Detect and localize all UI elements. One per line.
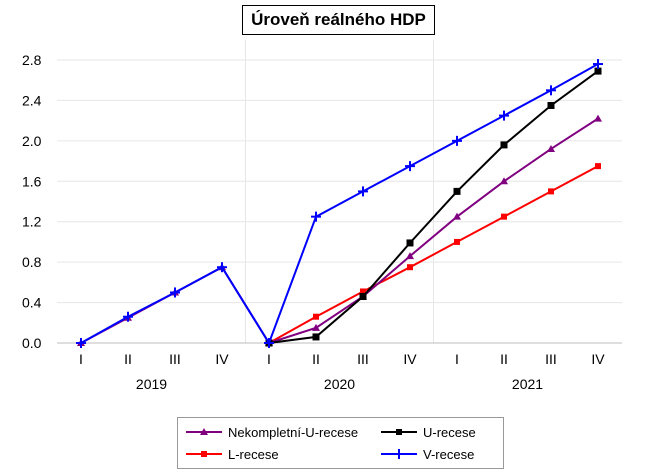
legend-marker-blue (381, 449, 417, 459)
x-tick-label: III (357, 351, 369, 367)
data-point (593, 59, 603, 70)
data-point (547, 101, 555, 109)
legend-label: U-recese (423, 424, 476, 440)
year-label: 2019 (136, 376, 167, 392)
series-line (268, 70, 599, 344)
legend: Nekompletní-U-recese U-recese L-recese V… (177, 417, 504, 469)
x-tick-label: III (169, 351, 181, 367)
y-tick-label: 1.2 (22, 214, 42, 230)
data-point (406, 252, 414, 260)
x-tick-label: II (500, 351, 508, 367)
legend-marker-purple (186, 428, 222, 435)
data-point (454, 238, 460, 245)
data-point (76, 338, 86, 348)
series (76, 59, 603, 348)
data-point (311, 211, 321, 222)
data-point (359, 293, 367, 301)
y-tick-label: 2.4 (22, 92, 42, 108)
y-tick-label: 1.6 (22, 173, 42, 189)
x-tick-label: I (267, 351, 271, 367)
data-point (547, 144, 555, 152)
data-point (264, 338, 274, 348)
legend-item: L-recese (186, 445, 279, 463)
y-tick-label: 2.0 (22, 133, 42, 149)
data-point (405, 161, 415, 172)
data-point (312, 323, 320, 331)
data-point (548, 188, 554, 195)
legend-label: V-recese (423, 446, 475, 462)
data-point (501, 213, 507, 220)
legend-item: U-recese (381, 423, 476, 441)
data-point (217, 262, 227, 273)
chart-title: Úroveň reálného HDP (242, 5, 435, 35)
data-point (594, 114, 602, 122)
data-point (500, 141, 508, 149)
data-point (358, 186, 368, 197)
legend-item: Nekompletní-U-recese (186, 423, 358, 441)
x-tick-label: II (312, 351, 320, 367)
legend-marker-black (381, 429, 417, 435)
data-point (595, 163, 601, 170)
data-point (594, 67, 602, 75)
x-tick-label: IV (215, 351, 229, 367)
data-point (453, 187, 461, 195)
legend-marker-red (186, 451, 222, 457)
data-point (500, 177, 508, 185)
series-line (80, 117, 599, 345)
grid (57, 40, 622, 343)
data-point (313, 313, 319, 320)
axes: 0.00.40.81.21.62.02.42.8I II III IV I II III IV… (22, 52, 622, 392)
data-point (453, 212, 461, 220)
year-label: 2021 (512, 376, 543, 392)
legend-label: L-recese (228, 446, 279, 462)
legend-item: V-recese (381, 445, 474, 463)
data-point (499, 110, 509, 121)
data-point (452, 135, 462, 146)
y-tick-label: 0.8 (22, 254, 42, 270)
year-label: 2020 (324, 376, 355, 392)
series-line (80, 63, 599, 346)
data-point (360, 288, 366, 295)
x-tick-label: IV (403, 351, 417, 367)
y-tick-label: 2.8 (22, 52, 42, 68)
y-tick-label: 0.0 (22, 335, 42, 351)
data-point (312, 333, 320, 341)
legend-label: Nekompletní-U-recese (228, 424, 359, 440)
series-line (268, 165, 599, 344)
x-tick-label: II (124, 351, 132, 367)
x-tick-label: I (455, 351, 459, 367)
data-point (123, 311, 133, 322)
data-point (546, 85, 556, 96)
x-tick-label: III (545, 351, 557, 367)
x-tick-label: IV (591, 351, 605, 367)
data-point (407, 264, 413, 271)
y-tick-label: 0.4 (22, 295, 42, 311)
data-point (406, 239, 414, 247)
data-point (170, 287, 180, 298)
x-tick-label: I (79, 351, 83, 367)
